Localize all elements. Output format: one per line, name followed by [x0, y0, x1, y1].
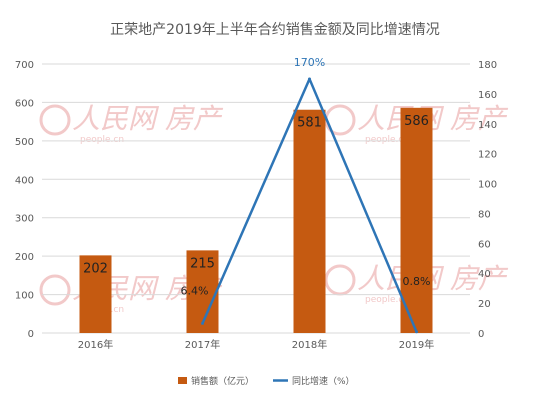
chart-title: 正荣地产2019年上半年合约销售金额及同比增速情况: [110, 22, 440, 38]
bar: [293, 109, 326, 333]
y-right-tick-label: 0: [478, 329, 484, 340]
x-tick-label: 2016年: [78, 338, 113, 351]
line-point: [415, 330, 418, 334]
line-point: [308, 77, 311, 81]
gridlines: [42, 63, 470, 334]
watermark-brand-text: 人民网 房产: [357, 262, 509, 295]
line-point: [201, 321, 204, 325]
bar: [400, 107, 433, 334]
y-left-tick-label: 200: [15, 252, 34, 263]
watermark-site-text: people.cn: [80, 135, 124, 145]
watermark-brand-text: 人民网 房产: [357, 102, 509, 135]
bar: [186, 250, 219, 333]
y-right-tick-label: 160: [478, 90, 497, 101]
watermark-right: 人民网 房产 people.cn: [324, 102, 509, 145]
y-right-tick-label: 80: [478, 209, 491, 220]
legend: 销售额（亿元） 同比增速（%）: [178, 375, 355, 387]
x-tick-label: 2019年: [399, 338, 434, 351]
x-tick-label: 2018年: [292, 338, 327, 351]
people-logo-icon: [39, 274, 71, 306]
watermark-site-text: people.cn: [365, 135, 409, 145]
y-right-tick-label: 180: [478, 60, 497, 71]
legend-line-label: 同比增速（%）: [292, 375, 355, 387]
bar-value-label: 202: [83, 261, 108, 276]
y-left-tick-label: 300: [15, 214, 34, 225]
y-right-tick-label: 40: [478, 269, 491, 280]
line-value-label: 170%: [294, 56, 325, 69]
line-value-label: 0.8%: [403, 275, 431, 288]
legend-bar-swatch: [178, 377, 187, 384]
y-left-tick-label: 500: [15, 137, 34, 148]
watermark-site-text: people.cn: [365, 295, 409, 305]
y-left-tick-label: 400: [15, 175, 34, 186]
y-right-tick-label: 100: [478, 180, 497, 191]
watermark-bottom-right: 人民网 房产 people.cn: [324, 262, 509, 305]
bar: [79, 255, 112, 333]
line-value-label: 6.4%: [181, 284, 209, 297]
watermark-left: 人民网 房产 people.cn: [39, 102, 224, 145]
bar-value-label: 581: [297, 116, 322, 131]
data-labels: 202 215 581 586 6.4% 170% 0.8%: [83, 56, 430, 297]
y-left-tick-label: 100: [15, 291, 34, 302]
line-series: [201, 77, 418, 334]
bar-series: [79, 107, 433, 334]
y-left-tick-label: 0: [28, 329, 34, 340]
bar-value-label: 586: [404, 114, 429, 129]
y-right-tick-label: 60: [478, 239, 491, 250]
axes: 0 100 200 300 400 500 600 700 0 20 40 60 80 100 120 140…: [15, 60, 497, 351]
bar-value-label: 215: [190, 256, 215, 271]
y-left-tick-label: 600: [15, 98, 34, 109]
people-logo-icon: [39, 104, 71, 136]
watermark-brand-text: 人民网 房产: [72, 102, 224, 135]
people-logo-icon: [324, 264, 356, 296]
legend-bar-label: 销售额（亿元）: [191, 375, 254, 387]
y-right-tick-label: 120: [478, 150, 497, 161]
x-tick-label: 2017年: [185, 338, 220, 351]
y-right-tick-label: 20: [478, 299, 491, 310]
y-left-tick-label: 700: [15, 60, 34, 71]
y-right-tick-label: 140: [478, 120, 497, 131]
